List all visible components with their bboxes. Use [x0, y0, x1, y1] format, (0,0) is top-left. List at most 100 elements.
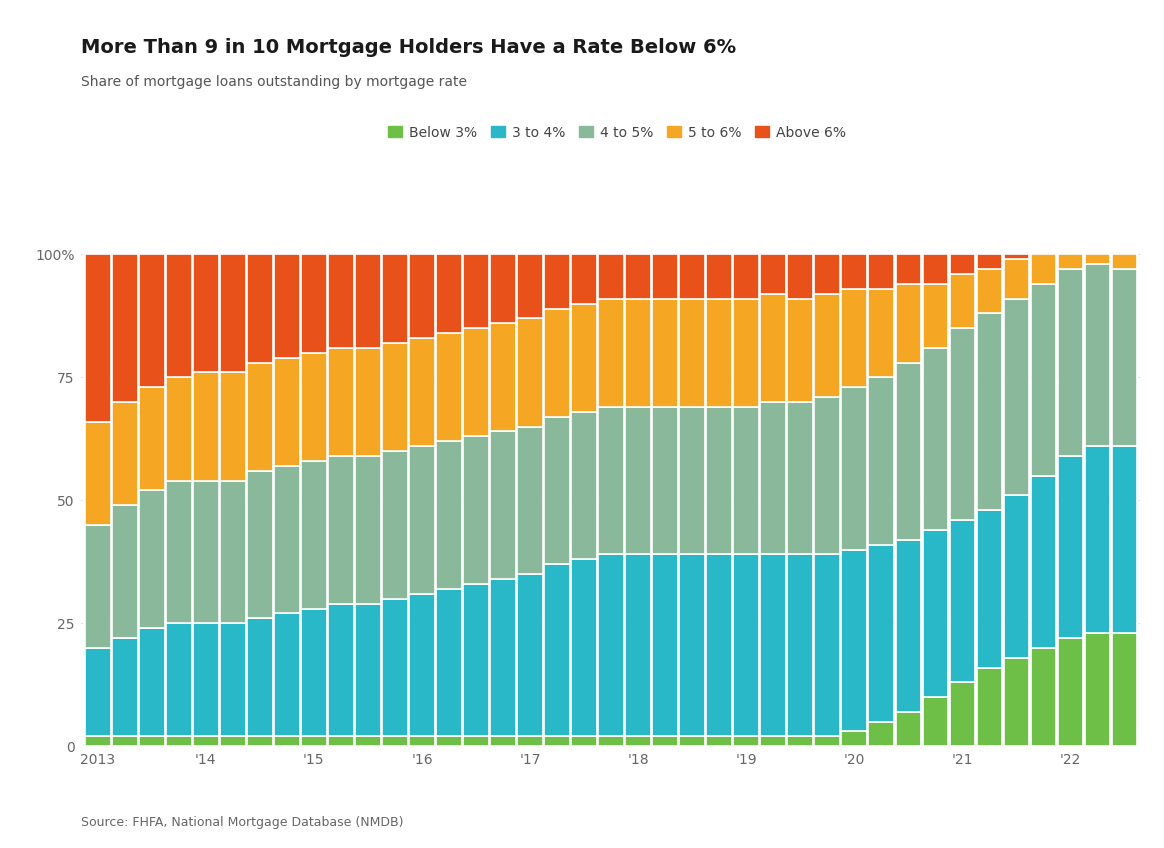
Bar: [868, 722, 894, 746]
Bar: [815, 555, 840, 736]
Bar: [166, 736, 192, 746]
Bar: [977, 667, 1002, 746]
Bar: [950, 683, 975, 746]
Bar: [274, 358, 299, 466]
Bar: [923, 284, 949, 348]
Bar: [139, 254, 164, 388]
Bar: [787, 736, 814, 746]
Bar: [1003, 495, 1029, 658]
Bar: [1058, 456, 1084, 638]
Bar: [490, 736, 516, 746]
Bar: [220, 623, 246, 736]
Bar: [247, 254, 272, 363]
Bar: [625, 555, 651, 736]
Bar: [1112, 215, 1137, 254]
Bar: [895, 284, 921, 363]
Bar: [409, 736, 435, 746]
Bar: [139, 736, 164, 746]
Bar: [625, 736, 651, 746]
Bar: [923, 254, 949, 284]
Bar: [652, 736, 677, 746]
Bar: [274, 466, 299, 613]
Bar: [409, 254, 435, 338]
Bar: [707, 555, 732, 736]
Bar: [842, 732, 867, 746]
Bar: [436, 736, 462, 746]
Bar: [815, 397, 840, 555]
Bar: [1058, 230, 1084, 254]
Bar: [490, 432, 516, 579]
Bar: [1030, 244, 1056, 284]
Bar: [1112, 446, 1137, 633]
Bar: [760, 254, 786, 293]
Bar: [328, 736, 354, 746]
Bar: [707, 298, 732, 407]
Bar: [1030, 648, 1056, 746]
Bar: [680, 407, 705, 555]
Bar: [274, 254, 299, 358]
Bar: [733, 736, 759, 746]
Bar: [85, 421, 111, 525]
Bar: [652, 298, 677, 407]
Bar: [166, 377, 192, 481]
Bar: [328, 456, 354, 604]
Bar: [572, 560, 597, 736]
Bar: [436, 441, 462, 589]
Bar: [139, 388, 164, 490]
Bar: [680, 736, 705, 746]
Bar: [139, 628, 164, 736]
Bar: [707, 254, 732, 298]
Bar: [1003, 658, 1029, 746]
Bar: [545, 736, 570, 746]
Bar: [112, 638, 137, 736]
Bar: [1030, 476, 1056, 648]
Bar: [355, 736, 381, 746]
Bar: [247, 363, 272, 471]
Bar: [328, 348, 354, 456]
Bar: [1003, 298, 1029, 495]
Bar: [220, 481, 246, 623]
Bar: [382, 451, 407, 599]
Bar: [950, 274, 975, 328]
Bar: [923, 530, 949, 697]
Bar: [490, 254, 516, 323]
Bar: [707, 736, 732, 746]
Bar: [382, 599, 407, 736]
Bar: [977, 510, 1002, 667]
Bar: [707, 407, 732, 555]
Bar: [517, 736, 542, 746]
Bar: [355, 456, 381, 604]
Bar: [923, 697, 949, 746]
Bar: [112, 254, 137, 402]
Bar: [895, 363, 921, 539]
Bar: [815, 736, 840, 746]
Bar: [517, 427, 542, 574]
Bar: [572, 412, 597, 560]
Bar: [680, 254, 705, 298]
Bar: [895, 254, 921, 284]
Bar: [787, 298, 814, 402]
Bar: [572, 736, 597, 746]
Bar: [733, 555, 759, 736]
Bar: [950, 328, 975, 520]
Legend: Below 3%, 3 to 4%, 4 to 5%, 5 to 6%, Above 6%: Below 3%, 3 to 4%, 4 to 5%, 5 to 6%, Abo…: [384, 121, 850, 144]
Bar: [193, 372, 219, 481]
Bar: [517, 318, 542, 427]
Bar: [436, 254, 462, 333]
Bar: [355, 254, 381, 348]
Bar: [868, 289, 894, 377]
Bar: [409, 338, 435, 446]
Bar: [760, 555, 786, 736]
Bar: [842, 388, 867, 550]
Bar: [652, 407, 677, 555]
Bar: [274, 613, 299, 736]
Bar: [977, 314, 1002, 510]
Bar: [760, 293, 786, 402]
Bar: [247, 736, 272, 746]
Bar: [545, 416, 570, 564]
Bar: [760, 736, 786, 746]
Bar: [112, 505, 137, 638]
Bar: [301, 736, 327, 746]
Bar: [463, 736, 489, 746]
Bar: [193, 254, 219, 372]
